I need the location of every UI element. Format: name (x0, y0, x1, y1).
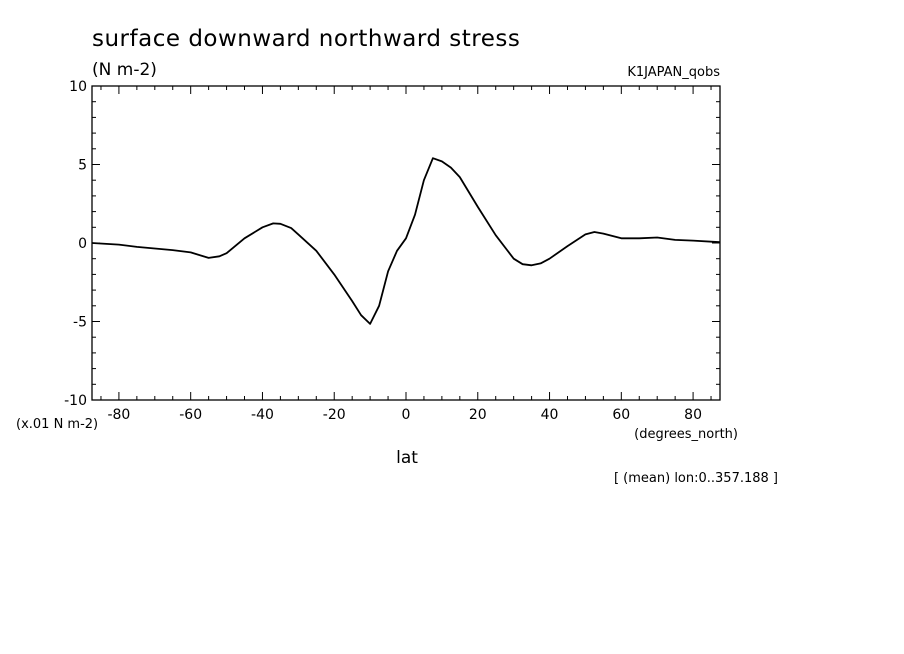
x-tick-label: 60 (612, 407, 630, 423)
x-axis-label: lat (396, 448, 418, 468)
chart-units: (N m-2) (92, 60, 157, 80)
y-tick-label: -5 (73, 315, 87, 331)
y-tick-label: 0 (78, 236, 87, 252)
x-axis-tick-labels: -80 -60 -40 -20 0 20 40 60 80 (107, 407, 702, 423)
x-tick-label: -80 (107, 407, 130, 423)
x-tick-label: -20 (323, 407, 346, 423)
series-line (91, 157, 721, 325)
y-scale-label: (x.01 N m-2) (16, 417, 98, 432)
dataset-label: K1JAPAN_qobs (627, 65, 720, 80)
y-tick-label: 5 (78, 158, 87, 174)
y-tick-label: -10 (64, 393, 87, 409)
x-axis-ticks (100, 86, 712, 400)
x-tick-label: 0 (402, 407, 411, 423)
footnote: [ (mean) lon:0..357.188 ] (614, 471, 778, 486)
x-tick-label: -40 (251, 407, 274, 423)
chart-title: surface downward northward stress (92, 26, 520, 52)
series-group (91, 157, 721, 325)
x-axis-units: (degrees_north) (634, 427, 738, 442)
x-tick-label: -60 (179, 407, 202, 423)
x-tick-label: 80 (684, 407, 702, 423)
x-tick-label: 20 (469, 407, 487, 423)
x-tick-label: 40 (541, 407, 559, 423)
y-axis-tick-labels: -10 -5 0 5 10 (64, 79, 87, 409)
y-tick-label: 10 (69, 79, 87, 95)
